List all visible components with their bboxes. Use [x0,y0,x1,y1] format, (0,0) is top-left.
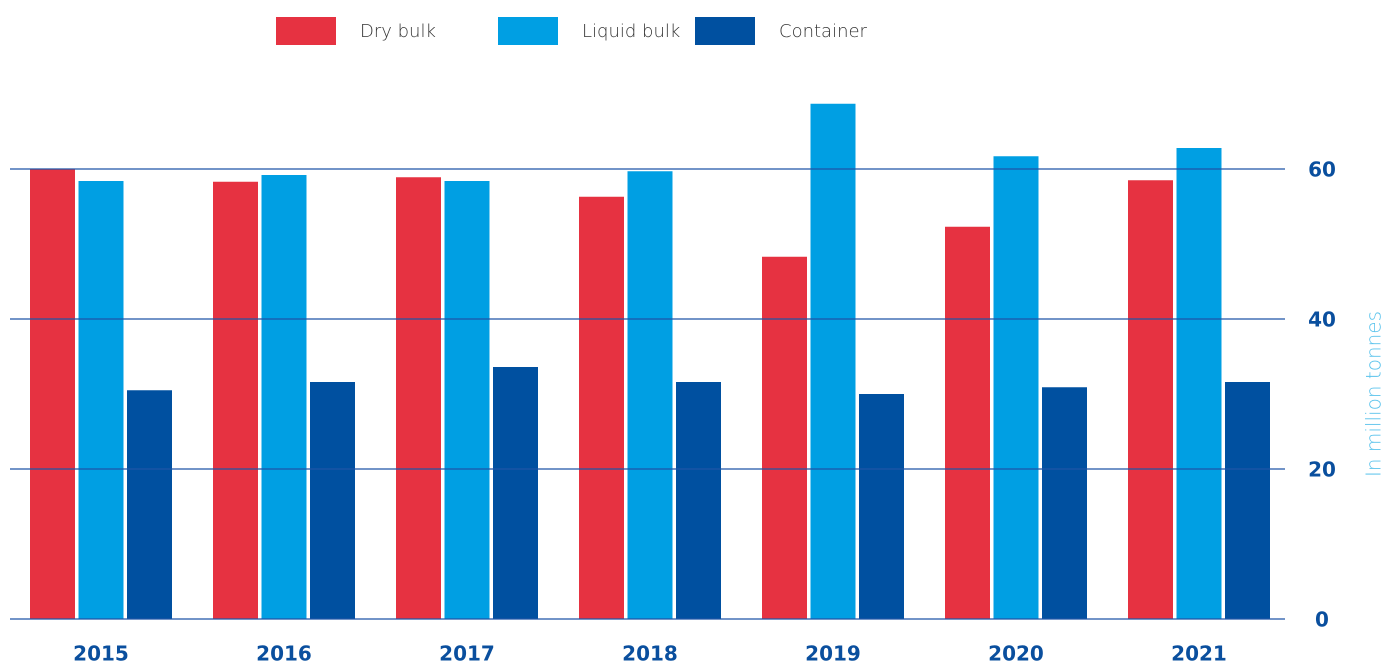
bar [493,367,538,619]
bar [78,181,124,619]
bar [310,382,355,619]
x-tick-label: 2019 [805,642,861,666]
bar [261,175,307,619]
legend-swatch [498,17,558,45]
legend-label: Container [779,21,868,42]
bar [127,390,172,619]
x-tick-label: 2017 [439,642,495,666]
y-tick-label: 40 [1308,308,1336,332]
bar [213,181,258,619]
x-tick-label: 2021 [1171,642,1227,666]
y-tick-label: 60 [1308,158,1336,182]
bar [810,103,856,619]
bar [762,256,807,619]
bar [859,394,904,619]
bar [1225,382,1270,619]
bar [993,156,1039,619]
y-tick-label: 0 [1315,608,1329,632]
y-tick-label: 20 [1308,458,1336,482]
legend-label: Liquid bulk [582,21,680,42]
bar [676,382,721,619]
x-tick-label: 2016 [256,642,312,666]
bar [579,196,624,619]
legend-swatch [276,17,336,45]
x-tick-label: 2015 [73,642,129,666]
legend-label: Dry bulk [360,21,436,42]
bar [945,226,990,619]
y-axis-label: In million tonnes [1362,311,1384,477]
x-tick-label: 2020 [988,642,1044,666]
legend-swatch [695,17,755,45]
x-tick-label: 2018 [622,642,678,666]
bar [396,177,441,619]
bar [1128,180,1173,619]
bar [1042,387,1087,619]
bar [1176,148,1222,619]
bar [627,171,673,619]
bar [30,169,75,619]
bar [444,181,490,619]
